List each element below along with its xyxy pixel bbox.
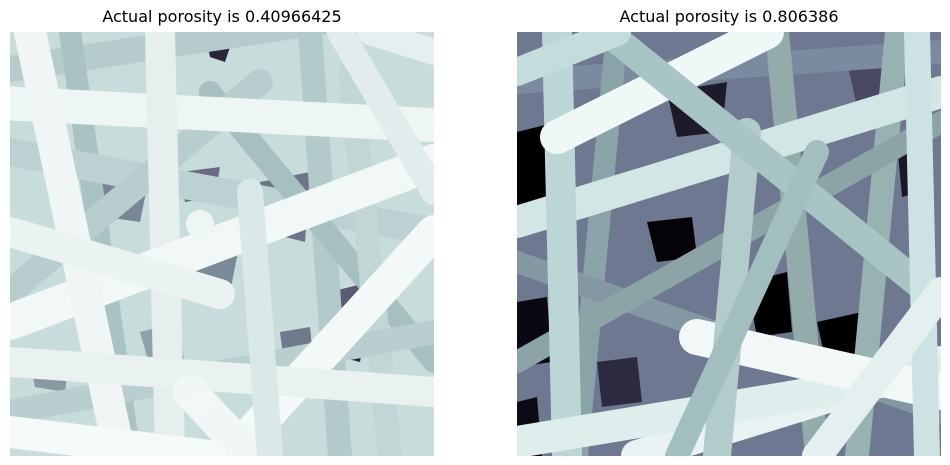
right-fiber-image [517, 32, 941, 456]
left-fiber-image [10, 32, 434, 456]
right-panel-title: Actual porosity is 0.806386 [619, 7, 839, 26]
right-panel: Actual porosity is 0.806386 [517, 0, 941, 465]
left-panel-title: Actual porosity is 0.40966425 [102, 7, 342, 26]
left-panel: Actual porosity is 0.40966425 [10, 0, 434, 465]
